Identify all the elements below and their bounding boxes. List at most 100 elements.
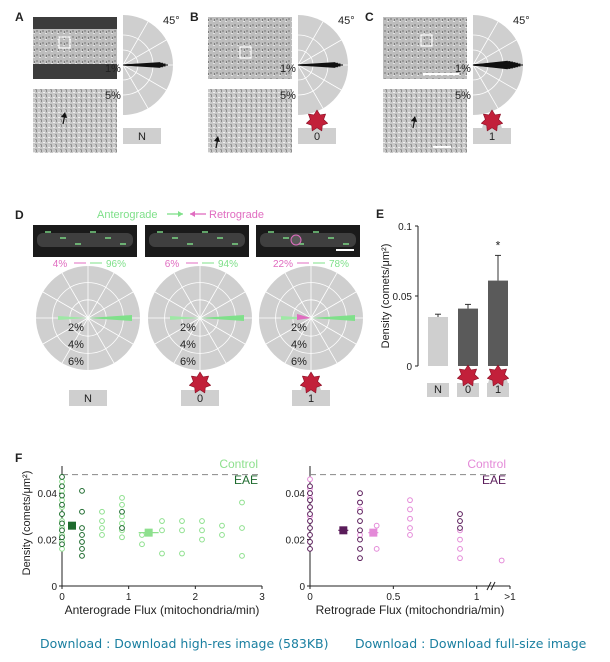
polar-spoke: [199, 291, 246, 319]
polar-spoke: [154, 291, 201, 319]
axon-signal: [260, 233, 356, 247]
arrowhead-icon: [61, 112, 67, 118]
y-tick-label: 0.04: [38, 489, 58, 500]
polar-spoke: [310, 291, 357, 319]
control-point: [159, 527, 165, 534]
control-point: [119, 494, 125, 501]
condition-label: N: [434, 384, 442, 396]
polar-spoke: [265, 291, 312, 319]
control-point: [407, 497, 413, 504]
download-links: Download : Download high-res image (583K…: [0, 636, 610, 656]
y-tick-label: 0.04: [286, 489, 306, 500]
x-axis-label: Retrograde Flux (mitochondria/min): [316, 603, 505, 617]
condition-box: 0: [181, 371, 219, 406]
eae-point: [307, 497, 313, 504]
micrograph-zoom: [208, 89, 292, 153]
x-tick-label: 1: [126, 592, 132, 603]
control-point: [119, 520, 125, 527]
x-tick-label: 2: [193, 592, 199, 603]
control-point: [373, 545, 380, 552]
bar-0: [458, 308, 478, 366]
download-highres-link[interactable]: Download : Download high-res image (583K…: [40, 636, 329, 651]
eae-point: [59, 511, 65, 517]
eae-point: [59, 501, 65, 508]
condition-box-bg: [298, 128, 336, 144]
angle-label: 45°: [338, 15, 355, 27]
x-tick-label: >1: [504, 592, 516, 603]
condition-box-bg: [69, 390, 107, 406]
control-point: [457, 536, 463, 543]
angle-label: 45°: [163, 15, 180, 27]
eae-point: [59, 483, 65, 490]
control-point: [159, 518, 165, 524]
condition-box: 1: [487, 364, 509, 397]
anterograde-percent: 78%: [329, 259, 349, 270]
polar-spoke: [173, 272, 201, 319]
y-tick-label: 0: [51, 582, 57, 593]
y-axis-label: Density (comets/μm²): [21, 471, 33, 576]
control-point: [498, 557, 505, 564]
condition-box-bg: [123, 128, 161, 144]
eae-point: [59, 541, 65, 548]
figure-canvas: A 45° 1% 5% N B 45° 1% 5% 0 C 45° 1% 5% 1 D Anterograde…: [15, 10, 530, 617]
condition-label: 1: [308, 393, 314, 405]
condition-box: N: [123, 128, 161, 144]
eae-point: [59, 474, 65, 480]
arrowhead-icon: [178, 211, 183, 217]
y-tick-label: 0.05: [393, 292, 413, 303]
condition-box: N: [427, 383, 449, 397]
y-tick-label: 0: [299, 582, 305, 593]
panel-c: C 45° 1% 5% 1: [365, 10, 530, 153]
retrograde-percent: 6%: [165, 259, 180, 270]
retrograde-percent: 4%: [53, 259, 68, 270]
polar-spoke: [61, 272, 89, 319]
ring-label: 5%: [280, 90, 296, 102]
eae-point: [59, 527, 65, 534]
legend-control: Control: [467, 457, 506, 471]
eae-point: [59, 492, 65, 499]
eae-point: [79, 487, 85, 494]
eae-point: [307, 518, 313, 524]
download-fullsize-link[interactable]: Download : Download full-size image: [355, 636, 587, 651]
lesion-icon: [481, 109, 503, 132]
eae-point: [307, 511, 313, 517]
control-point: [219, 522, 225, 529]
eae-point: [307, 545, 313, 552]
condition-label: N: [138, 131, 146, 143]
control-point: [407, 506, 413, 513]
control-point: [99, 518, 105, 524]
control-point: [407, 532, 413, 538]
anterograde-wedge: [88, 315, 132, 321]
polar-spoke: [310, 317, 357, 345]
dark-band: [33, 64, 117, 79]
bar-N: [428, 317, 448, 366]
lesion-icon: [189, 371, 211, 394]
polar-spoke: [199, 272, 227, 319]
control-mean-marker: [144, 528, 153, 537]
legend-eae: EAE: [482, 473, 506, 487]
control-point: [239, 525, 245, 531]
polar-spoke: [472, 64, 499, 109]
eae-mean-marker: [339, 526, 348, 535]
condition-box-bg: [292, 390, 330, 406]
eae-point: [307, 525, 313, 531]
polar-spoke: [199, 317, 246, 345]
panel-a: A 45° 1% 5% N: [15, 10, 180, 153]
eae-point: [307, 532, 313, 538]
control-point: [119, 513, 125, 520]
control-point: [59, 545, 65, 552]
dark-band: [33, 17, 117, 29]
panel-b: B 45° 1% 5% 0: [190, 10, 355, 153]
control-point: [99, 508, 105, 515]
control-mean-marker: [369, 528, 378, 537]
condition-box-bg: [473, 128, 511, 144]
condition-box-bg: [427, 383, 449, 397]
lesion-icon: [306, 109, 328, 132]
comet-mark: [290, 234, 302, 246]
control-point: [239, 552, 245, 559]
y-tick-label: 0: [406, 362, 412, 373]
direction-wedge: [122, 64, 161, 68]
ring-label: 2%: [68, 322, 84, 334]
polar-spoke: [42, 317, 89, 345]
polar-spoke: [265, 317, 312, 345]
